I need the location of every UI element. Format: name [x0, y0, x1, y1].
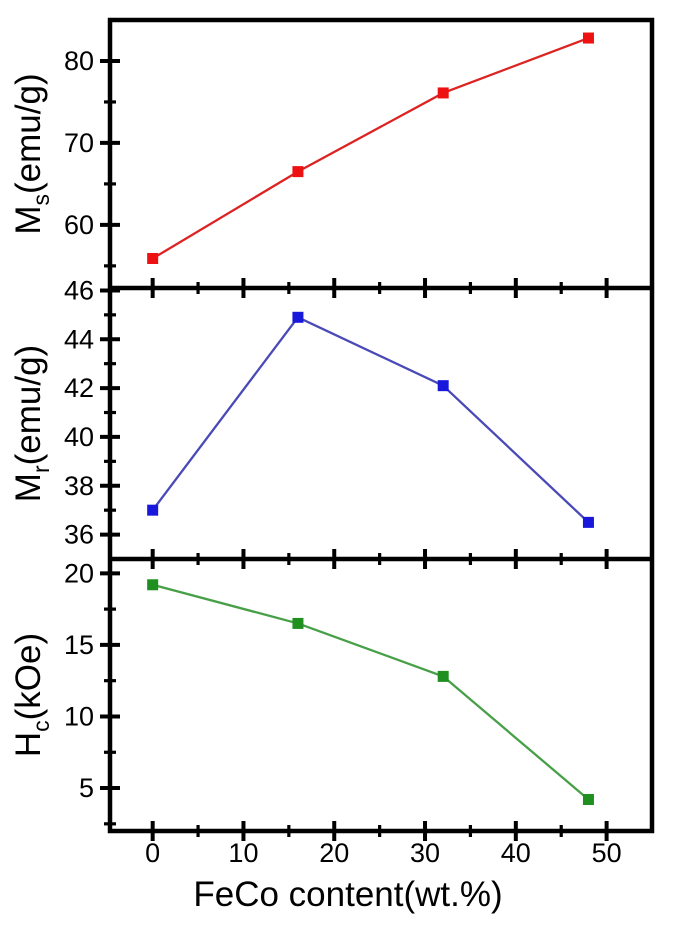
y-ticks [100, 58, 120, 268]
data-point-marker [292, 617, 304, 629]
y-tick-label: 38 [64, 471, 94, 501]
remanent-magnetization-line [151, 315, 590, 524]
y-tick-labels: 60 70 80 [64, 46, 94, 240]
y-tick-labels: 36 38 40 42 44 46 [64, 275, 94, 549]
y-tick-label: 70 [64, 128, 94, 158]
panel-saturation-magnetization: 60 70 80 Ms(emu/g) [9, 32, 594, 268]
x-tick-label: 10 [228, 838, 258, 868]
x-tick-label: 50 [592, 838, 622, 868]
x-tick-label: 30 [410, 838, 440, 868]
x-axis-title: FeCo content(wt.%) [193, 875, 502, 914]
data-point-marker [582, 516, 594, 528]
data-point-marker [147, 252, 159, 264]
y-tick-label: 42 [64, 373, 94, 403]
data-point-marker [582, 32, 594, 44]
x-tick-labels: 0 10 20 30 40 50 [145, 838, 621, 868]
y-tick-labels: 5 10 15 20 [64, 558, 94, 803]
coercivity-line [152, 583, 590, 801]
saturation-magnetization-markers [147, 32, 594, 264]
x-tick-label: 0 [145, 838, 160, 868]
data-point-marker [437, 670, 449, 682]
data-point-marker [437, 87, 449, 99]
y-axis-title: Ms(emu/g) [9, 73, 54, 234]
coercivity-markers [147, 579, 594, 806]
saturation-magnetization-line [152, 36, 589, 260]
y-tick-label: 20 [64, 558, 94, 588]
data-point-marker [437, 380, 449, 392]
x-tick-label: 20 [319, 838, 349, 868]
y-tick-label: 60 [64, 210, 94, 240]
remanent-magnetization-markers [147, 311, 594, 528]
data-point-marker [292, 311, 304, 323]
data-point-marker [147, 504, 159, 516]
y-tick-label: 36 [64, 520, 94, 550]
y-tick-label: 80 [64, 46, 94, 76]
y-tick-label: 46 [64, 275, 94, 305]
y-tick-label: 5 [79, 773, 94, 803]
y-tick-label: 44 [64, 324, 94, 354]
y-tick-label: 10 [64, 701, 94, 731]
data-point-marker [582, 794, 594, 806]
x-tick-label: 40 [501, 838, 531, 868]
y-axis-title: Mr(emu/g) [9, 345, 54, 502]
data-point-marker [147, 579, 159, 591]
y-axis-title: Hc(kOe) [9, 633, 54, 757]
y-tick-label: 40 [64, 422, 94, 452]
y-tick-label: 15 [64, 630, 94, 660]
y-ticks [100, 571, 120, 826]
panel-remanent-magnetization: 36 38 40 42 44 46 Mr(emu/g) [9, 275, 594, 550]
y-ticks [100, 288, 120, 537]
axes-group [107, 17, 655, 841]
panel-coercivity: 5 10 15 20 Hc(kOe) [9, 558, 594, 826]
data-point-marker [292, 166, 304, 178]
